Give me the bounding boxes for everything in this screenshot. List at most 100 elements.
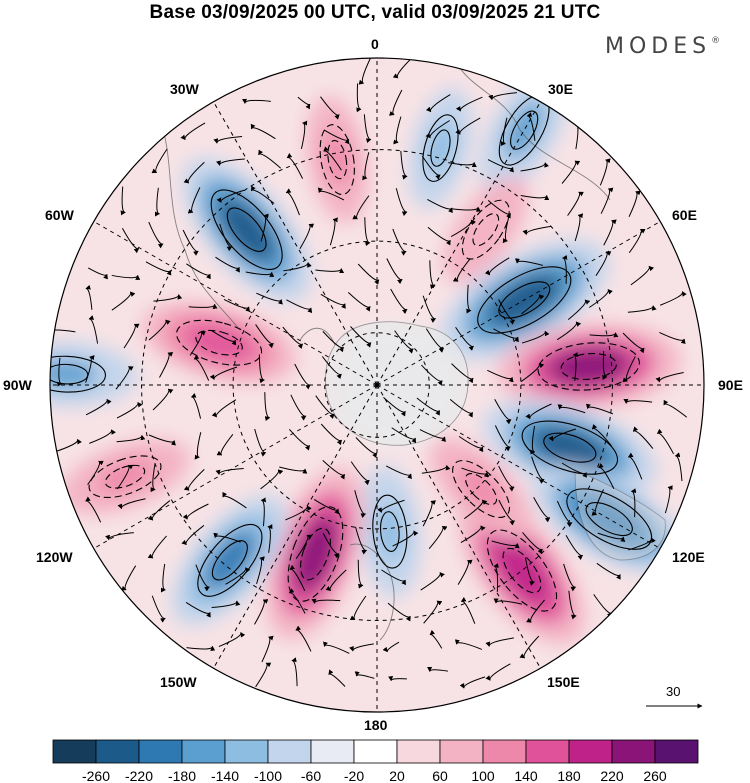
lon-label-120w: 120W [36,549,73,565]
wind-arrow [427,666,448,672]
wind-arrow [313,498,339,515]
wind-arrow [526,112,536,141]
height-contours [50,94,653,612]
anomaly-cell [493,537,551,604]
wind-arrow [455,96,483,112]
colorbar-swatch [52,739,97,764]
wind-arrow [123,323,140,349]
wind-arrow [391,427,416,444]
wind-arrow [350,461,370,486]
map-border [49,57,705,713]
wind-arrow [525,403,552,420]
wind-arrow [429,260,436,290]
wind-arrow [400,150,408,180]
wind-arrow [352,195,370,220]
wind-arrow [567,191,584,216]
colorbar-tick-label: -60 [301,768,321,783]
wind-arrow [267,524,273,553]
anomaly-cell [426,120,455,176]
lon-label-30e: 30E [548,81,573,97]
wind-arrow [377,499,405,513]
wind-arrow [148,319,171,341]
height-contour [379,511,400,553]
wind-arrow [522,225,552,236]
wind-arrow [491,540,520,549]
colorbar-swatch [396,739,441,764]
wind-arrow [425,94,451,113]
height-contour [543,432,597,463]
lon-label-90w: 90W [3,377,32,393]
wind-arrow [603,219,617,246]
wind-arrow [455,117,481,135]
wind-arrow [50,327,76,334]
lon-label-120e: 120E [672,549,705,565]
wind-arrow [427,226,451,246]
colorbar-tick-label: 100 [471,768,495,783]
wind-arrow [350,326,372,348]
wind-arrow [563,563,577,592]
wind-arrow [425,328,445,353]
wind-arrow [394,330,414,354]
colorbar-tick-label: 140 [514,768,538,783]
wind-arrow [423,600,443,624]
wind-arrow [561,462,587,478]
wind-arrow [656,428,675,455]
wind-arrow [421,155,441,180]
wind-arrow [159,352,174,378]
wind-arrow [521,294,545,315]
wind-arrow [674,452,683,482]
wind-arrow [416,397,441,416]
wind-arrow [250,123,276,140]
wind-arrow [349,595,367,621]
wind-arrow [354,671,375,679]
wind-arrow [116,464,134,490]
wind-arrow [493,328,519,343]
wind-arrow [533,497,551,523]
colorbar-swatch [95,739,140,764]
wind-arrow [454,639,483,650]
wind-arrow [242,98,271,104]
wind-arrow [455,326,474,351]
wind-arrow [420,572,445,591]
wind-arrow [429,629,443,649]
colorbar-swatch [224,739,269,764]
colorbar-tick-label: -220 [125,768,153,783]
wind-arrow [390,288,408,315]
wind-arrow [295,625,312,652]
wind-arrow [556,321,582,341]
pole-marker [374,382,380,388]
meridian-line [376,221,661,386]
wind-arrow [115,366,134,390]
colorbar-tick-label: -20 [344,768,364,783]
meridian-line [376,384,661,549]
wind-arrow [362,152,370,181]
wind-arrow [630,488,637,518]
wind-arrow [385,465,412,480]
wind-arrow [85,496,102,523]
wind-arrow [225,567,251,585]
wind-arrow [152,388,174,411]
page-title: Base 03/09/2025 00 UTC, valid 03/09/2025… [149,2,601,23]
wind-arrow [500,117,508,146]
lon-label-0: 0 [371,36,379,52]
wind-arrow [422,295,437,323]
height-contour [195,329,243,356]
wind-arrow [279,466,308,474]
wind-arrow [329,217,338,246]
wind-arrow [520,194,550,200]
lon-label-180: 180 [364,717,388,733]
wind-arrow [297,96,311,110]
height-contour [464,472,498,506]
wind-arrow [291,657,298,687]
wind-arrow [498,465,515,492]
anomaly-cell [293,515,338,593]
wind-arrow [216,158,245,166]
wind-arrow [387,602,411,622]
wind-arrow [421,464,451,474]
brand-name: MODES [605,34,712,59]
wind-arrow [218,632,246,648]
latitude-circle [232,240,522,530]
wind-arrow [151,595,166,623]
height-contour [300,527,331,581]
wind-arrow [568,590,577,620]
